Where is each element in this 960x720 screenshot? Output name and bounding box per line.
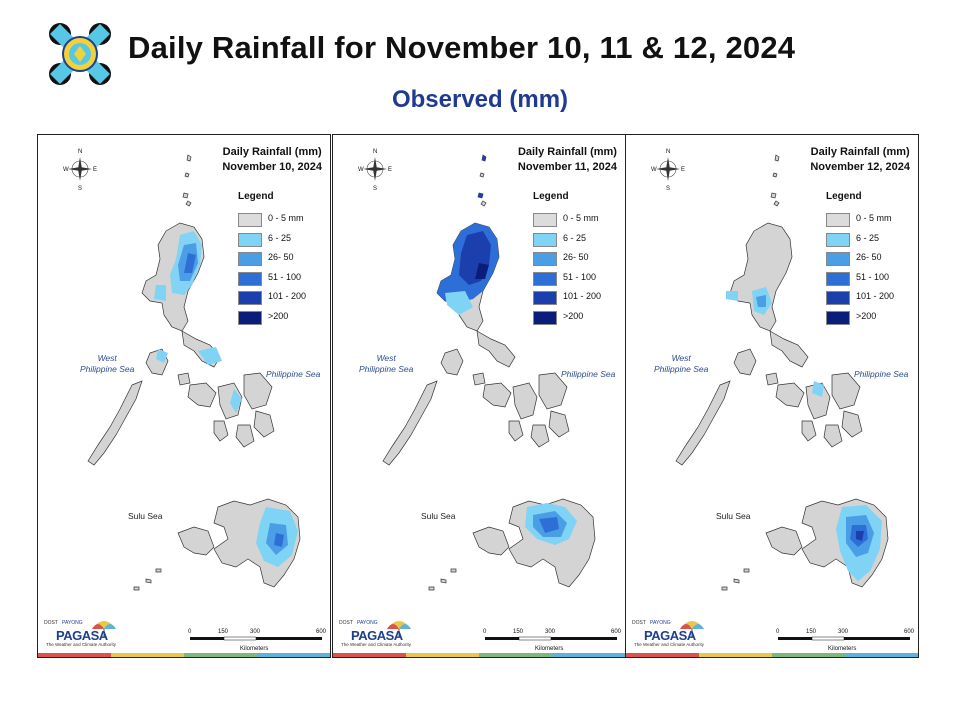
color-strip [626, 653, 918, 657]
svg-text:0: 0 [483, 629, 487, 635]
map-panel-nov-11: N S W E 0 150 300 600 Kilometers Daily R… [332, 134, 626, 658]
svg-text:Kilometers: Kilometers [828, 646, 856, 652]
pagasa-umbrella-icon [680, 621, 704, 637]
svg-text:600: 600 [316, 629, 327, 635]
legend-title: Legend [533, 191, 569, 202]
rain-overlay [437, 155, 577, 545]
svg-text:300: 300 [838, 629, 849, 635]
page-subtitle: Observed (mm) [391, 86, 569, 113]
philippine-sea-label: Philippine Sea [854, 369, 909, 379]
svg-text:Kilometers: Kilometers [240, 646, 268, 652]
svg-text:W: W [358, 167, 364, 173]
svg-text:150: 150 [218, 629, 229, 635]
compass-e: E [93, 167, 97, 173]
pagasa-umbrella-icon [92, 621, 116, 637]
pagasa-brand-logo: DOST PAYONG PAGASA The Weather and Clima… [630, 615, 710, 649]
scale-bar [190, 636, 322, 641]
svg-text:E: E [681, 167, 685, 173]
philippine-sea-label: Philippine Sea [561, 369, 616, 379]
sulu-sea-label: Sulu Sea [128, 511, 163, 521]
compass-n: N [78, 149, 82, 155]
compass-icon [656, 157, 680, 181]
map-title: Daily Rainfall (mm) November 11, 2024 [517, 146, 617, 173]
rain-overlay [726, 287, 882, 581]
page-title: Daily Rainfall for November 10, 11 & 12,… [128, 30, 796, 65]
map-title: Daily Rainfall (mm) November 10, 2024 [222, 146, 322, 173]
map-panel-nov-10: N S W E 0 150 300 600 Kilometers Daily R… [37, 134, 331, 658]
scale-bar [778, 636, 910, 641]
svg-text:600: 600 [904, 629, 915, 635]
svg-text:N: N [373, 149, 377, 155]
philippines-map-nov-10: N S W E 0 150 300 600 Kilometers [63, 149, 327, 652]
map-panels: N S W E 0 150 300 600 Kilometers Daily R… [37, 134, 919, 658]
svg-text:S: S [373, 186, 377, 192]
scale-bar [485, 636, 617, 641]
pagasa-seal-logo [48, 22, 112, 86]
pagasa-umbrella-icon [387, 621, 411, 637]
west-philippine-sea-label: West Philippine Sea [80, 353, 135, 374]
color-strip [38, 653, 330, 657]
svg-text:S: S [666, 186, 670, 192]
svg-text:600: 600 [611, 629, 622, 635]
compass-icon [68, 157, 92, 181]
compass-s: S [78, 186, 82, 192]
west-philippine-sea-label: West Philippine Sea [359, 353, 414, 374]
svg-text:Kilometers: Kilometers [535, 646, 563, 652]
svg-text:300: 300 [545, 629, 556, 635]
svg-text:0: 0 [776, 629, 780, 635]
map-title: Daily Rainfall (mm) November 12, 2024 [810, 146, 910, 173]
svg-text:0: 0 [188, 629, 192, 635]
svg-text:E: E [388, 167, 392, 173]
legend-title: Legend [238, 191, 274, 202]
compass-w: W [63, 167, 69, 173]
philippines-map-nov-11: N S W E 0 150 300 600 Kilometers [358, 149, 622, 652]
compass-icon [363, 157, 387, 181]
svg-text:W: W [651, 167, 657, 173]
svg-text:150: 150 [513, 629, 524, 635]
pagasa-brand-logo: DOST PAYONG PAGASA The Weather and Clima… [42, 615, 122, 649]
pagasa-brand-logo: DOST PAYONG PAGASA The Weather and Clima… [337, 615, 417, 649]
legend-title: Legend [826, 191, 862, 202]
svg-text:300: 300 [250, 629, 261, 635]
svg-text:150: 150 [806, 629, 817, 635]
svg-text:N: N [666, 149, 670, 155]
philippines-map-nov-12: N S W E 0 150 300 600 Kilometers [651, 149, 915, 652]
sulu-sea-label: Sulu Sea [421, 511, 456, 521]
color-strip [333, 653, 625, 657]
map-panel-nov-12: N S W E 0 150 300 600 Kilometers Daily R… [625, 134, 919, 658]
philippine-sea-label: Philippine Sea [266, 369, 321, 379]
west-philippine-sea-label: West Philippine Sea [654, 353, 709, 374]
rain-overlay [154, 231, 298, 567]
sulu-sea-label: Sulu Sea [716, 511, 751, 521]
